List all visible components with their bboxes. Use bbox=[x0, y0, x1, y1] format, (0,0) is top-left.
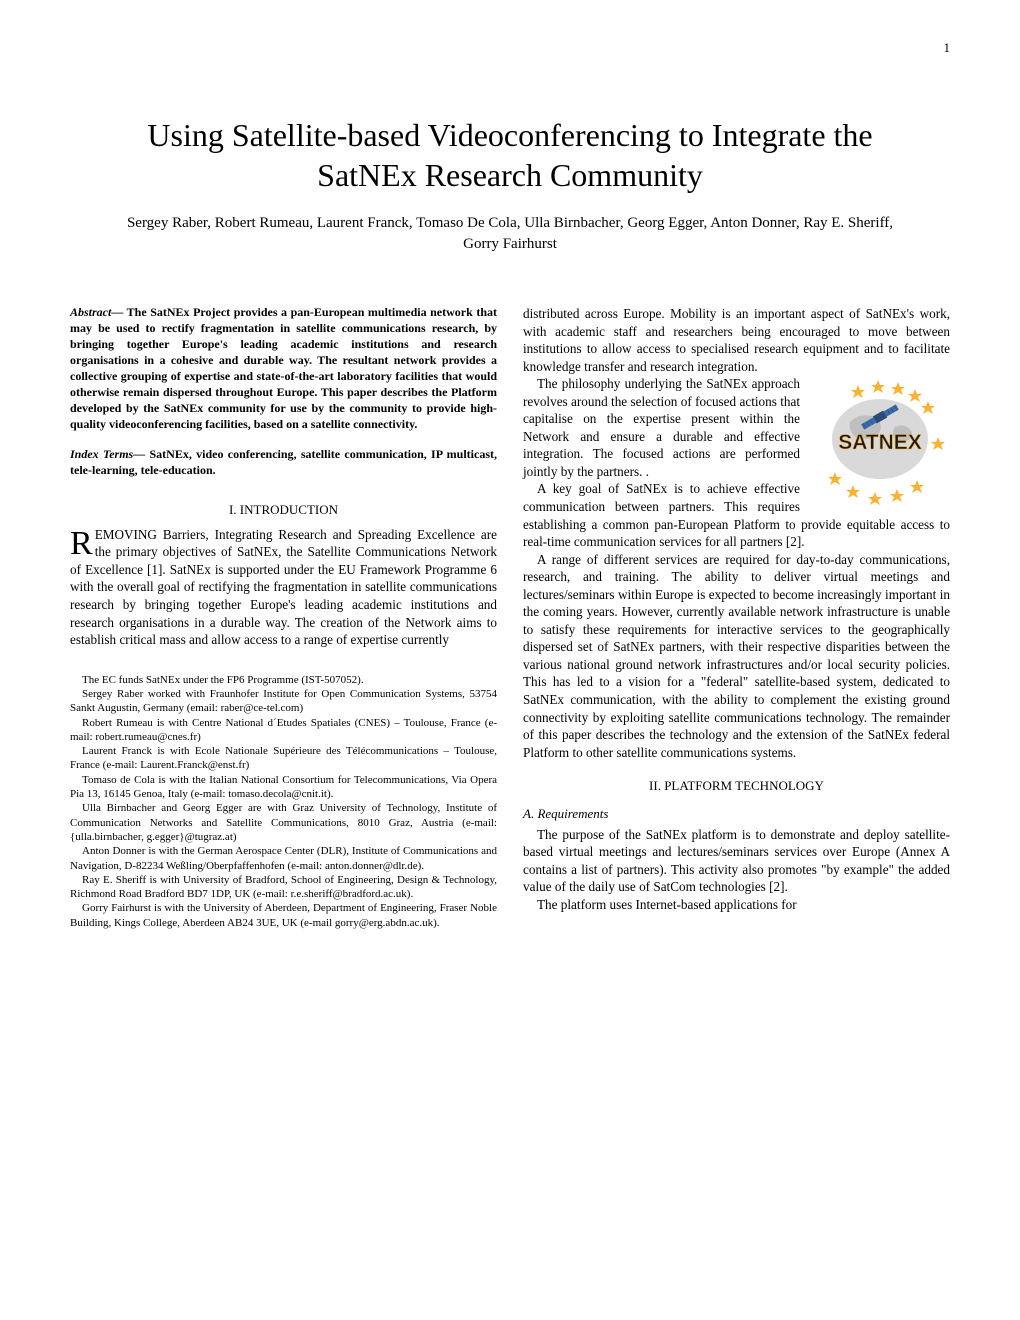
logo-wordmark: SATNEX bbox=[838, 431, 922, 454]
section-1-heading: I. INTRODUCTION bbox=[70, 501, 497, 518]
footnote: Anton Donner is with the German Aerospac… bbox=[70, 844, 497, 873]
author-footnotes: The EC funds SatNEx under the FP6 Progra… bbox=[70, 673, 497, 930]
footnote: Laurent Franck is with Ecole Nationale S… bbox=[70, 744, 497, 773]
intro-paragraph-1: REMOVING Barriers, Integrating Research … bbox=[70, 526, 497, 649]
col2-paragraph-4: A range of different services are requir… bbox=[523, 551, 950, 762]
satnex-logo-svg: SATNEX bbox=[810, 377, 950, 507]
footnote: Tomaso de Cola is with the Italian Natio… bbox=[70, 773, 497, 802]
index-terms-block: Index Terms— SatNEx, video conferencing,… bbox=[70, 447, 497, 479]
col2-paragraph-1: distributed across Europe. Mobility is a… bbox=[523, 305, 950, 375]
body-columns: Abstract— The SatNEx Project provides a … bbox=[70, 305, 950, 930]
abstract-text: The SatNEx Project provides a pan-Europe… bbox=[70, 305, 497, 431]
footnote: The EC funds SatNEx under the FP6 Progra… bbox=[70, 673, 497, 687]
subsection-2a-heading: A. Requirements bbox=[523, 805, 950, 822]
paper-title: Using Satellite-based Videoconferencing … bbox=[110, 115, 910, 195]
footnote: Ray E. Sheriff is with University of Bra… bbox=[70, 873, 497, 902]
section2-paragraph-1: The purpose of the SatNEx platform is to… bbox=[523, 826, 950, 896]
satnex-logo: SATNEX bbox=[810, 377, 950, 507]
footnote: Sergey Raber worked with Fraunhofer Inst… bbox=[70, 687, 497, 716]
section-2-heading: II. PLATFORM TECHNOLOGY bbox=[523, 777, 950, 794]
footnote: Ulla Birnbacher and Georg Egger are with… bbox=[70, 801, 497, 844]
footnote: Robert Rumeau is with Centre National d´… bbox=[70, 716, 497, 745]
star-icon bbox=[931, 437, 945, 450]
abstract-label: Abstract— bbox=[70, 305, 123, 319]
page-number: 1 bbox=[944, 40, 951, 56]
abstract-block: Abstract— The SatNEx Project provides a … bbox=[70, 305, 497, 433]
index-terms-label: Index Terms— bbox=[70, 447, 145, 461]
author-list: Sergey Raber, Robert Rumeau, Laurent Fra… bbox=[120, 213, 900, 255]
section2-paragraph-2: The platform uses Internet-based applica… bbox=[523, 896, 950, 914]
footnote: Gorry Fairhurst is with the University o… bbox=[70, 901, 497, 930]
